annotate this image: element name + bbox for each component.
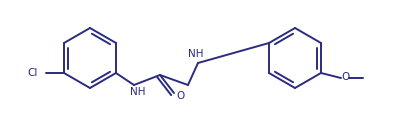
Text: O: O bbox=[177, 91, 185, 101]
Text: O: O bbox=[342, 72, 350, 82]
Text: NH: NH bbox=[188, 49, 204, 59]
Text: Cl: Cl bbox=[27, 68, 38, 78]
Text: NH: NH bbox=[130, 87, 146, 97]
